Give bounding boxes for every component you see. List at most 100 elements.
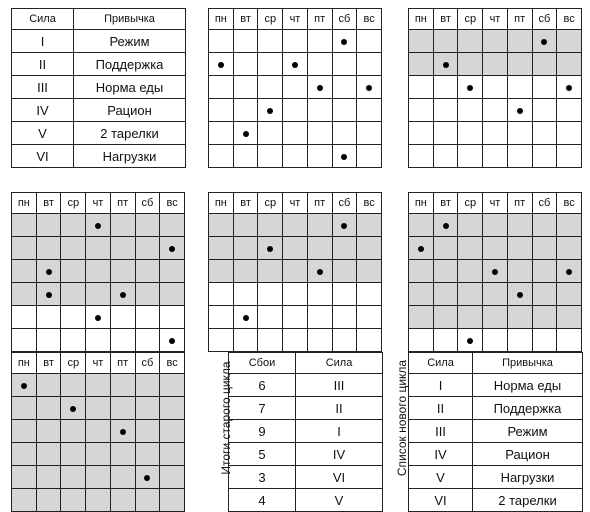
- day-cell: [432, 52, 459, 76]
- week-row: [408, 98, 582, 122]
- table-cell: IV: [408, 442, 473, 466]
- day-cell: [457, 75, 484, 99]
- lapse-dot-icon: [442, 62, 449, 68]
- day-cell: [331, 98, 358, 122]
- day-cell: [35, 488, 62, 512]
- column-header: Сила: [11, 8, 74, 30]
- day-header: пн: [208, 192, 234, 214]
- day-cell: [11, 396, 37, 420]
- day-cell: [482, 29, 508, 53]
- day-cell: [11, 305, 37, 329]
- day-cell: [11, 259, 37, 283]
- day-cell: [232, 282, 259, 306]
- day-cell: [331, 305, 358, 329]
- table-cell: V: [408, 465, 473, 489]
- summary-row: 7 II: [228, 396, 383, 420]
- day-cell: [356, 282, 382, 306]
- day-cell: [85, 328, 111, 352]
- lapse-dot-icon: [267, 108, 274, 114]
- day-cell: [282, 259, 308, 283]
- day-cell: [159, 396, 185, 420]
- day-cell: [531, 305, 558, 329]
- lapse-dot-icon: [20, 383, 27, 389]
- day-cell: [109, 442, 136, 466]
- day-cell: [331, 236, 358, 260]
- day-cell: [432, 282, 459, 306]
- week-row: [208, 29, 382, 53]
- day-cell: [257, 328, 284, 352]
- day-cell: [331, 144, 358, 168]
- day-cell: [556, 305, 582, 329]
- day-cell: [257, 29, 284, 53]
- day-cell: [482, 213, 508, 237]
- day-header: вт: [232, 8, 259, 30]
- day-cell: [457, 29, 484, 53]
- day-cell: [159, 305, 185, 329]
- day-cell: [11, 236, 37, 260]
- table-cell: VI: [408, 488, 473, 512]
- day-cell: [109, 236, 136, 260]
- day-cell: [457, 98, 484, 122]
- week-row: [208, 98, 382, 122]
- day-cell: [208, 328, 234, 352]
- day-cell: [11, 328, 37, 352]
- day-cell: [506, 259, 533, 283]
- day-header-row: пн вт ср чт пт сб вс: [408, 192, 582, 214]
- week-row: [208, 144, 382, 168]
- table-cell: II: [408, 396, 473, 420]
- day-cell: [232, 213, 259, 237]
- day-cell: [85, 282, 111, 306]
- day-cell: [257, 213, 284, 237]
- day-cell: [109, 259, 136, 283]
- day-cell: [282, 52, 308, 76]
- day-cell: [134, 442, 161, 466]
- day-cell: [306, 328, 333, 352]
- lapse-dot-icon: [119, 292, 126, 298]
- day-cell: [506, 121, 533, 145]
- day-cell: [531, 121, 558, 145]
- lapse-dot-icon: [442, 223, 449, 229]
- week-grid-6: пн вт ср чт пт сб вс: [11, 352, 185, 512]
- day-cell: [159, 213, 185, 237]
- new-cycle-row: I Норма еды: [408, 373, 583, 397]
- day-cell: [531, 236, 558, 260]
- week-row: [11, 236, 185, 260]
- day-cell: [356, 98, 382, 122]
- table-cell: II: [295, 396, 383, 420]
- day-cell: [531, 29, 558, 53]
- day-cell: [60, 465, 87, 489]
- day-cell: [356, 305, 382, 329]
- day-cell: [556, 213, 582, 237]
- day-cell: [159, 373, 185, 397]
- day-cell: [482, 328, 508, 352]
- table-cell: IV: [11, 98, 74, 122]
- week-row: [208, 121, 382, 145]
- day-cell: [331, 52, 358, 76]
- week-row: [11, 328, 185, 352]
- day-cell: [506, 282, 533, 306]
- table-cell: VI: [295, 465, 383, 489]
- week-row: [208, 328, 382, 352]
- day-cell: [134, 488, 161, 512]
- day-cell: [134, 373, 161, 397]
- day-cell: [35, 305, 62, 329]
- table-cell: Поддержка: [73, 52, 186, 76]
- table-cell: Рацион: [472, 442, 583, 466]
- lapse-dot-icon: [242, 315, 249, 321]
- lapse-dot-icon: [491, 269, 498, 275]
- day-cell: [232, 144, 259, 168]
- day-cell: [85, 236, 111, 260]
- day-header: вс: [556, 192, 582, 214]
- day-cell: [506, 213, 533, 237]
- day-cell: [109, 213, 136, 237]
- day-header: ср: [457, 192, 484, 214]
- week-row: [11, 282, 185, 306]
- day-cell: [432, 121, 459, 145]
- habits-table: Сила Привычка I Режим II Поддержка III Норма ед…: [11, 8, 186, 168]
- day-cell: [408, 213, 434, 237]
- day-cell: [356, 75, 382, 99]
- table-cell: IV: [295, 442, 383, 466]
- day-header: ср: [457, 8, 484, 30]
- day-cell: [60, 328, 87, 352]
- day-header: ср: [60, 352, 87, 374]
